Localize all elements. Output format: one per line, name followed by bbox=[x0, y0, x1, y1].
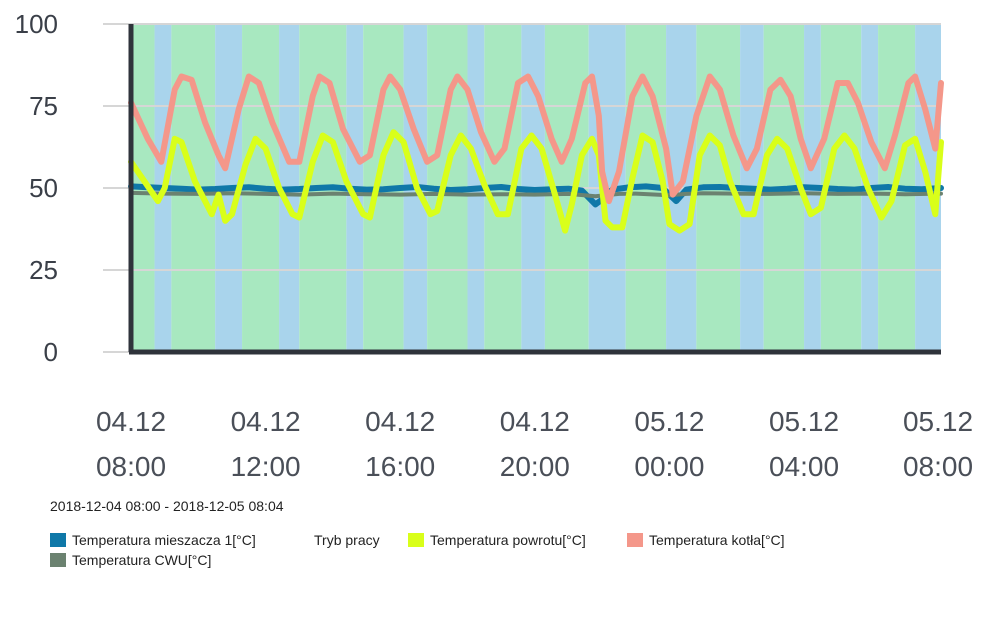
y-tick-label: 0 bbox=[44, 337, 58, 367]
series-line-mieszacz bbox=[128, 183, 944, 208]
x-tick-label-time: 04:00 bbox=[769, 451, 839, 482]
axes bbox=[128, 24, 941, 355]
legend-item-powrot[interactable]: Temperatura powrotu[°C] bbox=[408, 532, 586, 548]
x-tick-label-time: 00:00 bbox=[634, 451, 704, 482]
legend-label-kociol: Temperatura kotła[°C] bbox=[649, 532, 785, 548]
series-line-powrot bbox=[128, 129, 944, 234]
legend-item-tryb-pracy[interactable]: Tryb pracy bbox=[314, 532, 380, 548]
series-layer bbox=[128, 73, 944, 234]
legend-item-mieszacz[interactable]: Temperatura mieszacza 1[°C] bbox=[50, 532, 256, 548]
legend-swatch-cwu bbox=[50, 553, 66, 567]
date-range-label: 2018-12-04 08:00 - 2018-12-05 08:04 bbox=[50, 498, 284, 514]
x-tick-label-date: 04.12 bbox=[500, 406, 570, 437]
legend-label-mieszacz: Temperatura mieszacza 1[°C] bbox=[72, 532, 256, 548]
y-tick-labels: 100 75 50 25 0 bbox=[15, 9, 58, 367]
x-tick-label-time: 08:00 bbox=[96, 451, 166, 482]
y-tick-label: 75 bbox=[29, 91, 58, 121]
x-tick-label-time: 20:00 bbox=[500, 451, 570, 482]
chart: 100 75 50 25 0 04.12 08:00 04.12 12:00 04.12 16:0… bbox=[15, 9, 973, 482]
legend-swatch-kociol bbox=[627, 533, 643, 547]
legend-swatch-powrot bbox=[408, 533, 424, 547]
legend-label-powrot: Temperatura powrotu[°C] bbox=[430, 532, 586, 548]
legend-item-kociol[interactable]: Temperatura kotła[°C] bbox=[627, 532, 785, 548]
x-tick-label-date: 04.12 bbox=[96, 406, 166, 437]
x-tick-label-date: 04.12 bbox=[231, 406, 301, 437]
series-line-kociol bbox=[128, 73, 944, 205]
legend-swatch-mieszacz bbox=[50, 533, 66, 547]
x-tick-label-date: 05.12 bbox=[769, 406, 839, 437]
legend-label-cwu: Temperatura CWU[°C] bbox=[72, 552, 212, 568]
series-line-cwu bbox=[129, 190, 943, 199]
legend-item-cwu[interactable]: Temperatura CWU[°C] bbox=[50, 552, 211, 568]
x-tick-label-date: 05.12 bbox=[903, 406, 973, 437]
x-tick-label-date: 05.12 bbox=[634, 406, 704, 437]
x-tick-label-time: 16:00 bbox=[365, 451, 435, 482]
y-tick-label: 25 bbox=[29, 255, 58, 285]
x-tick-label-time: 12:00 bbox=[231, 451, 301, 482]
x-tick-label-time: 08:00 bbox=[903, 451, 973, 482]
y-tick-label: 100 bbox=[15, 9, 58, 39]
legend-label-tryb-pracy: Tryb pracy bbox=[314, 532, 380, 548]
y-tick-label: 50 bbox=[29, 173, 58, 203]
x-tick-labels: 04.12 08:00 04.12 12:00 04.12 16:00 04.12 20:00… bbox=[96, 406, 973, 482]
x-tick-label-date: 04.12 bbox=[365, 406, 435, 437]
